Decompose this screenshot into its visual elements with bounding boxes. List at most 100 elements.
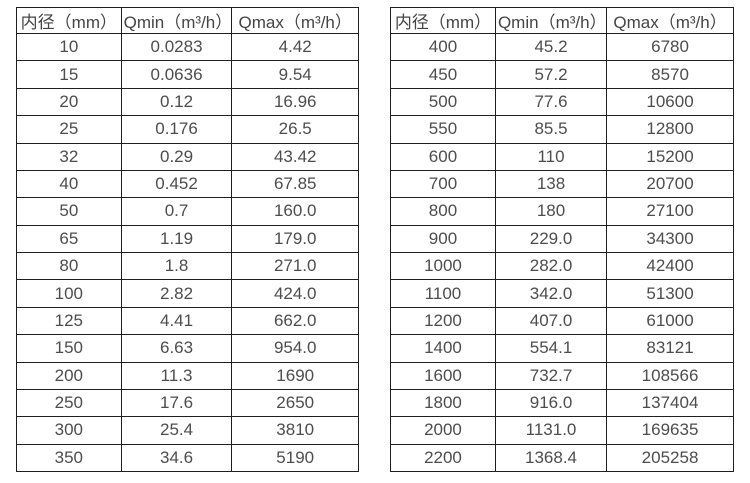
table-cell: 180: [494, 197, 608, 226]
table-cell: 229.0: [494, 224, 608, 254]
table-row: 250 17.6 2650: [16, 388, 359, 418]
table-cell: 271.0: [231, 251, 359, 281]
table-cell: 32: [16, 142, 122, 171]
table-cell: 10: [16, 32, 122, 62]
table-cell: 40: [16, 169, 122, 199]
table-cell: 50: [16, 197, 122, 226]
table-cell: 2200: [390, 443, 496, 473]
table-cell: 205258: [606, 443, 734, 473]
table-cell: 0.176: [120, 115, 233, 144]
table-row: 10 0.0283 4.42: [16, 32, 359, 62]
table-cell: 108566: [606, 361, 734, 390]
table-cell: 954.0: [231, 334, 359, 363]
table-cell: 12800: [606, 115, 734, 144]
table-row: 15 0.0636 9.54: [16, 60, 359, 89]
table-cell: 45.2: [494, 32, 608, 62]
table-cell: 65: [16, 224, 122, 254]
table-cell: 16.96: [231, 87, 359, 117]
table-row: 125 4.41 662.0: [16, 306, 359, 336]
column-header: Qmin（m³/h）: [120, 7, 233, 34]
table-cell: 1800: [390, 388, 496, 418]
table-row: 900 229.0 34300: [390, 224, 734, 254]
column-header: 内径（mm）: [390, 7, 496, 34]
table-cell: 400: [390, 32, 496, 62]
table-cell: 8570: [606, 60, 734, 89]
table-row: 550 85.5 12800: [390, 115, 734, 144]
column-header: Qmax（m³/h）: [606, 7, 734, 34]
table-row: 50 0.7 160.0: [16, 197, 359, 226]
table-cell: 450: [390, 60, 496, 89]
table-row: 800 180 27100: [390, 197, 734, 226]
table-cell: 0.7: [120, 197, 233, 226]
table-cell: 0.452: [120, 169, 233, 199]
table-cell: 20: [16, 87, 122, 117]
table-row: 40 0.452 67.85: [16, 169, 359, 199]
table-row: 1400 554.1 83121: [390, 334, 734, 363]
table-cell: 57.2: [494, 60, 608, 89]
flow-rate-table-small-diameters: 内径（mm） Qmin（m³/h） Qmax（m³/h） 10 0.0283 4.42 15…: [16, 7, 359, 473]
table-cell: 3810: [231, 416, 359, 445]
table-row: 25 0.176 26.5: [16, 115, 359, 144]
table-cell: 1690: [231, 361, 359, 390]
table-cell: 916.0: [494, 388, 608, 418]
table-cell: 1600: [390, 361, 496, 390]
table-cell: 11.3: [120, 361, 233, 390]
table-cell: 1000: [390, 251, 496, 281]
table-cell: 0.12: [120, 87, 233, 117]
table-cell: 732.7: [494, 361, 608, 390]
table-cell: 20700: [606, 169, 734, 199]
table-cell: 100: [16, 279, 122, 308]
table-cell: 424.0: [231, 279, 359, 308]
table-row: 32 0.29 43.42: [16, 142, 359, 171]
table-cell: 137404: [606, 388, 734, 418]
table-row: 1200 407.0 61000: [390, 306, 734, 336]
table-cell: 160.0: [231, 197, 359, 226]
table-row: 65 1.19 179.0: [16, 224, 359, 254]
table-cell: 1200: [390, 306, 496, 336]
table-cell: 43.42: [231, 142, 359, 171]
table-row: 1000 282.0 42400: [390, 251, 734, 281]
table-cell: 17.6: [120, 388, 233, 418]
table-row: 1800 916.0 137404: [390, 388, 734, 418]
table-row: 600 110 15200: [390, 142, 734, 171]
table-cell: 9.54: [231, 60, 359, 89]
table-cell: 700: [390, 169, 496, 199]
table-cell: 600: [390, 142, 496, 171]
table-row: 450 57.2 8570: [390, 60, 734, 89]
flow-rate-table-large-diameters: 内径（mm） Qmin（m³/h） Qmax（m³/h） 400 45.2 6780 450…: [390, 7, 734, 473]
table-cell: 2.82: [120, 279, 233, 308]
table-row: 150 6.63 954.0: [16, 334, 359, 363]
table-row: 1600 732.7 108566: [390, 361, 734, 390]
table-cell: 26.5: [231, 115, 359, 144]
table-row: 80 1.8 271.0: [16, 251, 359, 281]
table-row: 300 25.4 3810: [16, 416, 359, 445]
table-cell: 51300: [606, 279, 734, 308]
table-cell: 1131.0: [494, 416, 608, 445]
table-cell: 27100: [606, 197, 734, 226]
table-row: 100 2.82 424.0: [16, 279, 359, 308]
table-row: 2200 1368.4 205258: [390, 443, 734, 473]
header-row: 内径（mm） Qmin（m³/h） Qmax（m³/h）: [390, 7, 734, 34]
table-cell: 83121: [606, 334, 734, 363]
table-cell: 169635: [606, 416, 734, 445]
table-cell: 77.6: [494, 87, 608, 117]
table-cell: 80: [16, 251, 122, 281]
table-cell: 500: [390, 87, 496, 117]
table-cell: 4.41: [120, 306, 233, 336]
table-cell: 1368.4: [494, 443, 608, 473]
table-cell: 1.19: [120, 224, 233, 254]
table-row: 350 34.6 5190: [16, 443, 359, 473]
table-cell: 407.0: [494, 306, 608, 336]
table-cell: 1.8: [120, 251, 233, 281]
table-cell: 110: [494, 142, 608, 171]
table-cell: 34300: [606, 224, 734, 254]
table-cell: 25: [16, 115, 122, 144]
table-cell: 2000: [390, 416, 496, 445]
table-cell: 179.0: [231, 224, 359, 254]
column-header: Qmax（m³/h）: [231, 7, 359, 34]
table-row: 1100 342.0 51300: [390, 279, 734, 308]
table-cell: 662.0: [231, 306, 359, 336]
table-cell: 1100: [390, 279, 496, 308]
table-cell: 67.85: [231, 169, 359, 199]
table-cell: 554.1: [494, 334, 608, 363]
